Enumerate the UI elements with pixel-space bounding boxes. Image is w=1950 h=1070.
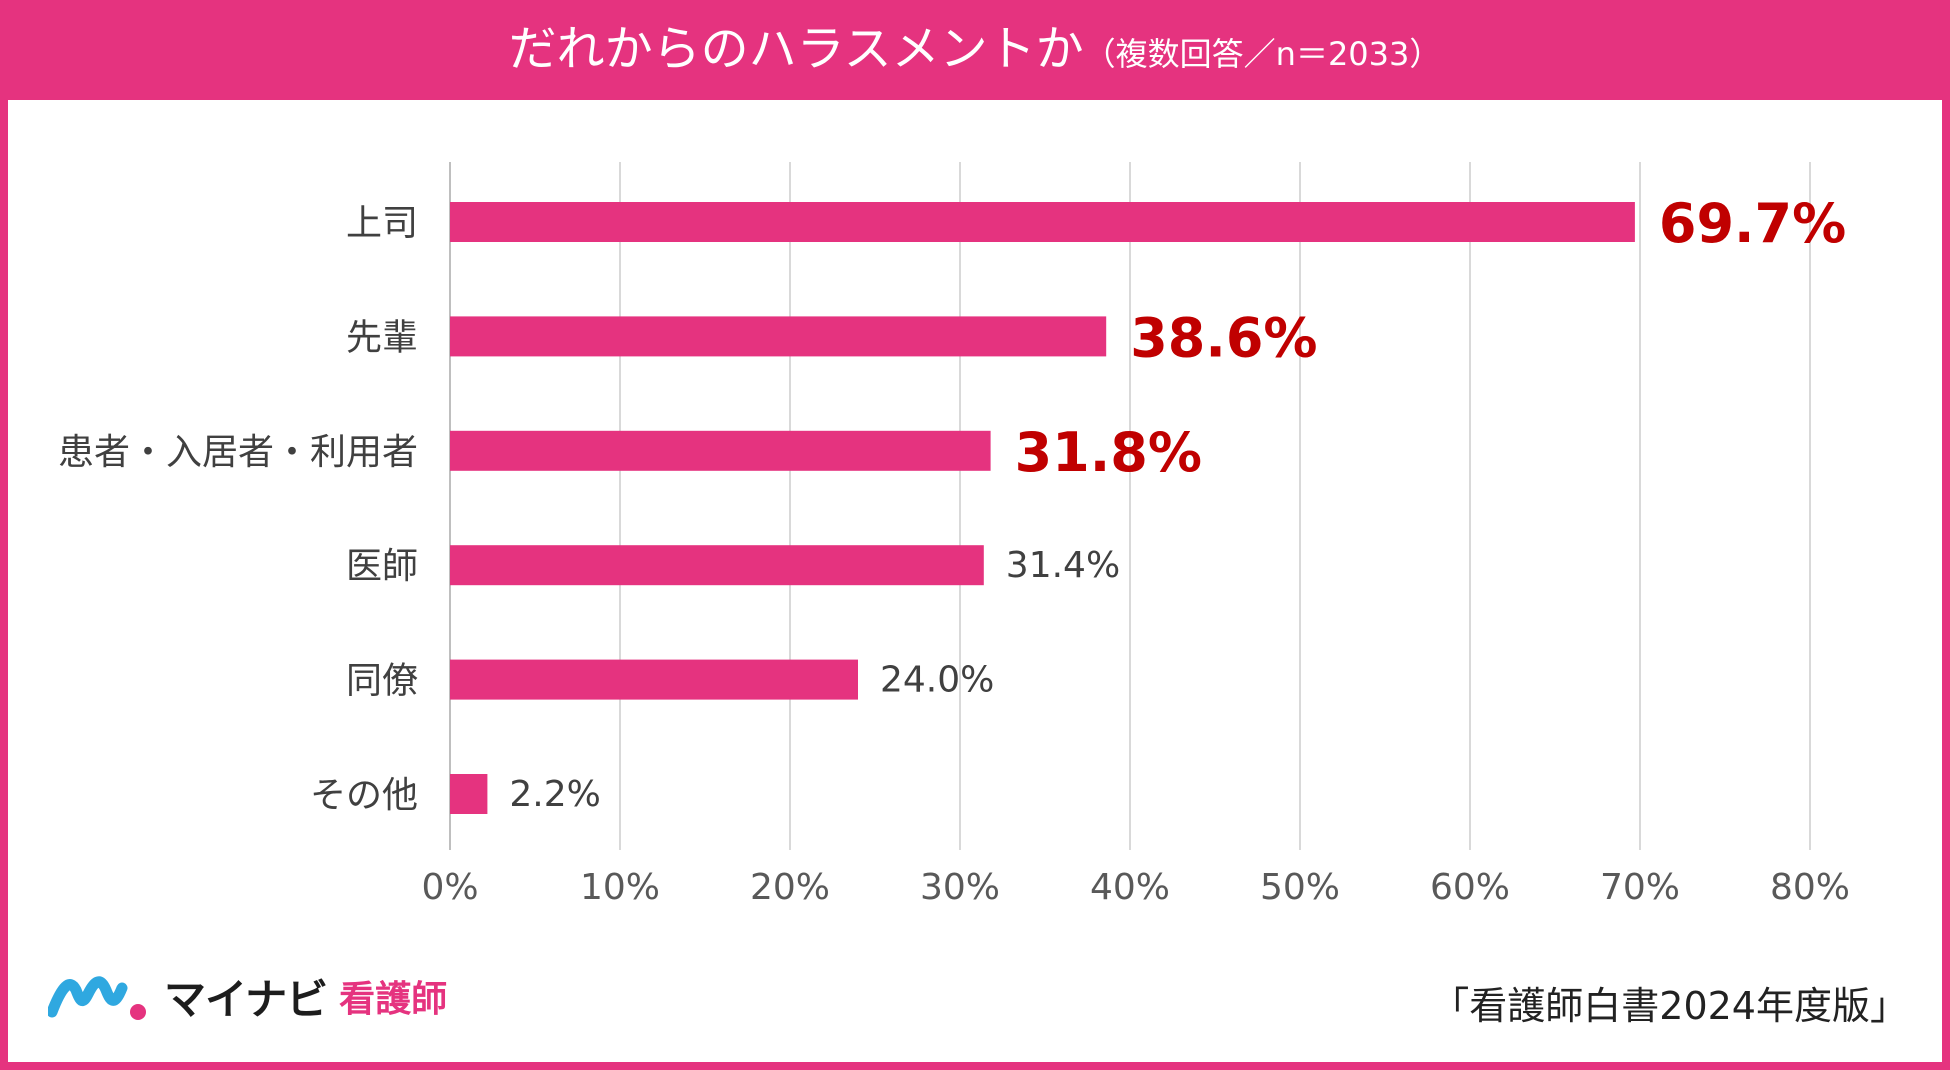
mynavi-logo: マイナビ 看護師 [48,968,447,1024]
value-label: 31.4% [1006,545,1120,586]
bar [450,202,1635,242]
bar [450,430,991,471]
logo-brand-text: マイナビ [164,974,328,1024]
category-label: その他 [310,775,418,816]
bar [450,545,984,586]
bar [450,774,488,814]
category-label: 医師 [346,546,418,587]
chart-title-sub: （複数回答／n＝2033） [1083,35,1442,73]
x-tick-label: 0% [421,867,478,908]
x-tick-label: 50% [1260,867,1340,908]
chart-title-main: だれからのハラスメントか [508,21,1084,77]
x-tick-label: 10% [580,867,660,908]
category-label: 同僚 [346,661,418,702]
category-label: 先輩 [346,317,418,358]
chart-title: だれからのハラスメントか（複数回答／n＝2033） [0,18,1950,91]
value-label: 69.7% [1659,192,1846,255]
x-tick-label: 30% [920,867,1000,908]
value-label: 24.0% [880,660,994,701]
bar [450,659,858,700]
x-tick-label: 70% [1600,867,1680,908]
chart-header: だれからのハラスメントか（複数回答／n＝2033） [0,0,1950,100]
category-label: 上司 [346,203,418,244]
x-tick-label: 60% [1430,867,1510,908]
logo-sub-text: 看護師 [339,979,448,1020]
category-label: 患者・入居者・利用者 [58,432,418,473]
value-label: 2.2% [509,774,600,815]
bar [450,316,1107,357]
source-citation: 「看護師白書2024年度版」 [1431,984,1908,1028]
x-tick-label: 80% [1770,867,1850,908]
mynavi-logo-mark-icon [48,976,146,1020]
value-label: 31.8% [1015,421,1202,484]
value-label: 38.6% [1130,306,1317,369]
x-tick-label: 40% [1090,867,1170,908]
x-tick-label: 20% [750,867,830,908]
